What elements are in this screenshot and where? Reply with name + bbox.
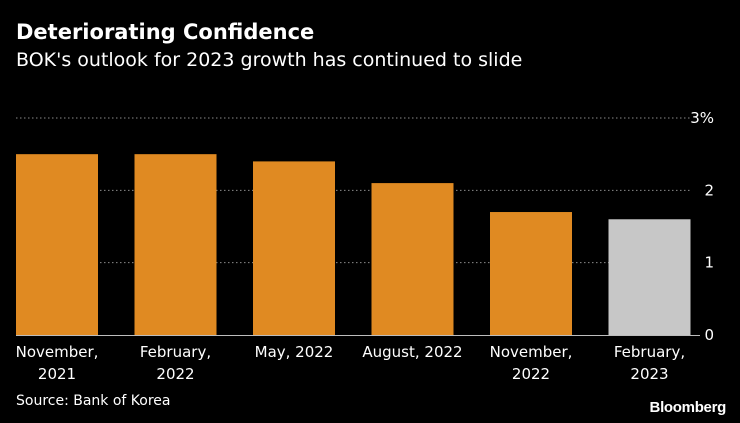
chart-subtitle: BOK's outlook for 2023 growth has contin… <box>16 49 523 71</box>
bar <box>490 212 572 335</box>
source-note: Source: Bank of Korea <box>16 393 171 409</box>
bar <box>16 154 98 335</box>
bar <box>253 161 335 335</box>
x-tick-label: February, 2022 <box>140 343 211 383</box>
x-axis-labels: November, 2021 February, 2022 May, 2022 Augus… <box>16 343 686 383</box>
bar <box>371 183 454 335</box>
y-tick-label: 0 <box>704 326 714 344</box>
y-tick-label: 2 <box>704 181 714 199</box>
bar <box>608 219 691 335</box>
x-tick-label: May, 2022 <box>255 343 334 361</box>
chart-title: Deteriorating Confidence <box>16 20 315 44</box>
bloomberg-logo: Bloomberg <box>649 399 727 416</box>
x-tick-label: November, 2021 <box>16 343 99 383</box>
x-tick-label: February, 2023 <box>614 343 685 383</box>
y-tick-label: 1 <box>704 254 714 272</box>
bars <box>16 154 691 335</box>
bar <box>134 154 217 335</box>
y-tick-label: 3% <box>690 109 714 127</box>
gridlines <box>16 117 700 336</box>
y-axis-ticks: 0 1 2 3% <box>690 109 714 344</box>
x-tick-label: November, 2022 <box>490 343 573 383</box>
x-tick-label: August, 2022 <box>362 343 462 361</box>
